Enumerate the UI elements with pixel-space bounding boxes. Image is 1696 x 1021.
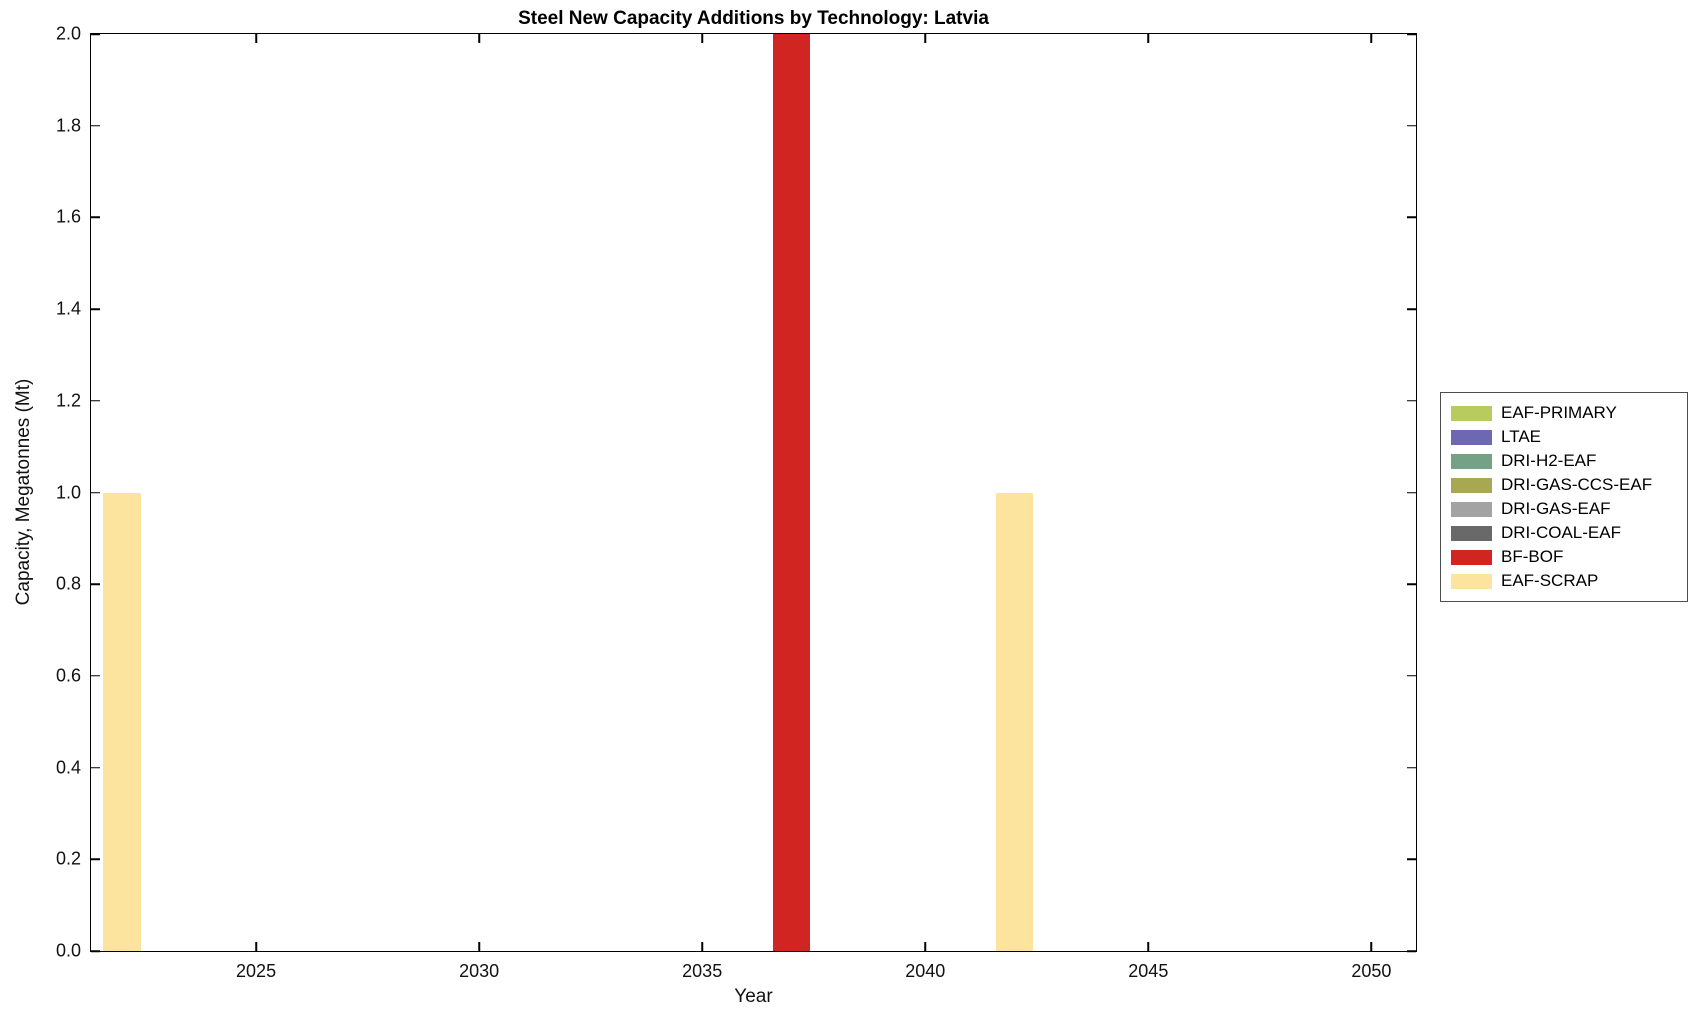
legend-item: DRI-GAS-EAF [1451,497,1677,521]
y-tick-mark [1407,766,1416,769]
y-tick-mark [1407,583,1416,585]
legend-label: DRI-H2-EAF [1501,451,1597,470]
x-tick-label: 2050 [1351,961,1392,981]
legend-item: EAF-PRIMARY [1451,401,1677,425]
y-tick-mark [91,216,100,219]
legend-item: LTAE [1451,425,1677,449]
legend-swatch-eaf-scrap [1451,573,1492,589]
x-tick-mark [1370,34,1373,43]
y-tick-label: 0.2 [55,848,81,869]
y-tick-label: 1.4 [55,298,81,319]
x-tick-mark [701,34,703,43]
x-tick-label: 2045 [1128,961,1169,981]
legend-item: DRI-COAL-EAF [1451,521,1677,545]
x-tick-label: 2030 [459,961,500,981]
y-tick-mark [91,491,100,494]
y-tick-label: 0.6 [55,665,81,686]
y-tick-mark [1407,950,1416,952]
y-tick-mark [91,950,100,952]
y-tick-mark [1407,216,1416,219]
legend-label: LTAE [1501,427,1541,446]
y-tick-mark [1407,33,1416,35]
y-axis-label: Capacity, Megatonnes (Mt) [13,378,34,606]
legend-item: EAF-SCRAP [1451,569,1677,593]
legend-swatch-dri-coal-eaf [1451,525,1492,541]
y-tick-mark [91,400,100,402]
y-tick-mark [91,766,100,769]
bar-eaf-scrap [103,492,141,951]
x-tick-label: 2035 [682,961,723,981]
y-tick-mark [91,675,100,677]
legend-swatch-bf-bof [1451,549,1492,565]
y-tick-label: 1.2 [55,390,81,411]
y-tick-label: 0.8 [55,573,81,594]
x-tick-mark [701,942,703,951]
x-axis-label: Year [734,986,773,1007]
y-tick-mark [1407,400,1416,402]
x-tick-mark [1370,942,1373,951]
legend: EAF-PRIMARY LTAE DRI-H2-EAF DRI-GAS-CCS-EAF… [1440,392,1688,602]
y-tick-mark [1407,858,1416,861]
chart-title: Steel New Capacity Additions by Technolo… [518,8,989,29]
legend-label: DRI-GAS-CCS-EAF [1501,475,1653,494]
x-tick-mark [1147,942,1150,951]
y-tick-mark [1407,675,1416,677]
y-tick-mark [91,308,100,310]
y-tick-mark [91,858,100,861]
y-tick-label: 2.0 [55,23,81,44]
x-tick-mark [1147,34,1150,43]
x-tick-mark [255,34,257,43]
y-tick-mark [1407,308,1416,310]
legend-item: DRI-H2-EAF [1451,449,1677,473]
y-tick-mark [1407,124,1416,127]
x-tick-label: 2040 [905,961,946,981]
legend-label: DRI-GAS-EAF [1501,499,1611,518]
y-tick-mark [1407,491,1416,494]
legend-label: EAF-SCRAP [1501,571,1599,590]
legend-label: DRI-COAL-EAF [1501,523,1621,542]
plot-area: 2025 2030 2035 2040 2045 2050 0.0 0.2 0.4 0.6 0.8 1… [56,24,1417,981]
legend-label: EAF-PRIMARY [1501,403,1617,422]
y-tick-mark [91,33,100,35]
y-tick-label: 1.0 [55,482,81,502]
y-tick-mark [91,583,100,585]
x-tick-mark [478,34,480,43]
y-tick-label: 1.6 [55,206,81,227]
legend-item: BF-BOF [1451,545,1677,569]
legend-swatch-dri-gas-eaf [1451,501,1492,517]
legend-swatch-dri-h2-eaf [1451,453,1492,469]
legend-item: DRI-GAS-CCS-EAF [1451,473,1677,497]
y-tick-label: 0.4 [55,757,81,778]
x-tick-mark [478,942,480,951]
legend-swatch-eaf-primary [1451,405,1492,421]
bar-bf-bof [772,34,811,951]
x-tick-mark [924,942,926,951]
x-tick-label: 2025 [236,961,277,981]
x-tick-mark [255,942,257,951]
y-tick-mark [91,124,100,127]
legend-swatch-dri-gas-ccs-eaf [1451,477,1492,493]
legend-label: BF-BOF [1501,547,1564,566]
y-tick-label: 0.0 [55,940,81,961]
y-tick-label: 1.8 [55,115,81,136]
legend-swatch-ltae [1451,429,1492,445]
bar-eaf-scrap [995,492,1034,951]
x-tick-mark [924,34,926,43]
